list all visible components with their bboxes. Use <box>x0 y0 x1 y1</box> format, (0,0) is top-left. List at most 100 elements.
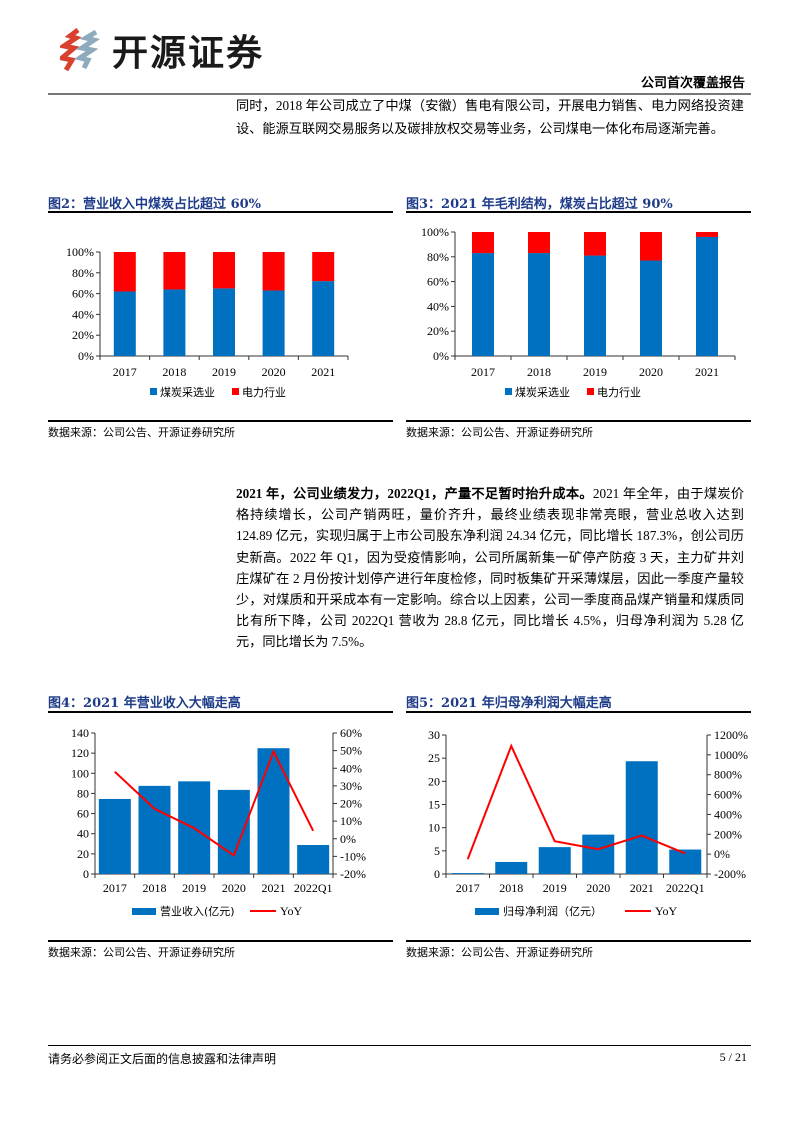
x-tick-label: 2017 <box>456 881 480 895</box>
y-tick-label: 25 <box>428 751 440 765</box>
paragraph-2: 2021 年，公司业绩发力，2022Q1，产量不足暂时抬升成本。2021 年全年… <box>236 483 744 653</box>
figure-4-source-rule <box>48 940 393 942</box>
bar-power <box>163 252 186 290</box>
bar-power <box>113 252 136 292</box>
figure-2-source: 数据来源：公司公告、开源证券研究所 <box>48 426 235 439</box>
y2-tick-label: 40% <box>340 761 362 775</box>
legend-swatch-bar <box>132 908 156 915</box>
y2-tick-label: 20% <box>340 797 362 811</box>
header-divider <box>48 93 751 95</box>
y-tick-label: 80% <box>427 250 449 264</box>
y-tick-label: 60 <box>77 807 89 821</box>
legend-swatch-bar <box>475 908 499 915</box>
figure-2-title: 图2：营业收入中煤炭占比超过 60% <box>48 197 262 212</box>
x-tick-label: 2021 <box>695 365 719 379</box>
yoy-line <box>114 749 315 858</box>
legend-label: 电力行业 <box>242 386 286 399</box>
y-tick-label: 100% <box>421 225 449 239</box>
x-tick-label: 2020 <box>262 365 286 379</box>
figure-2-rule <box>48 211 393 213</box>
y-tick-label: 0 <box>434 867 440 881</box>
y2-tick-label: 400% <box>714 807 742 821</box>
y-tick-label: 20 <box>77 847 89 861</box>
bar-coal <box>472 253 494 356</box>
legend-label: 营业收入(亿元) <box>160 904 235 918</box>
x-tick-label: 2020 <box>639 365 663 379</box>
x-tick-label: 2020 <box>222 881 246 895</box>
x-tick-label: 2021 <box>262 881 286 895</box>
logo-icon <box>60 28 101 72</box>
x-tick-label: 2021 <box>630 881 654 895</box>
y-tick-label: 80% <box>72 266 94 280</box>
y-tick-label: 40% <box>427 299 449 313</box>
x-tick-label: 2017 <box>113 365 137 379</box>
y-tick-label: 140 <box>71 726 89 740</box>
bar <box>297 844 330 874</box>
y-tick-label: 120 <box>71 746 89 760</box>
x-tick-label: 2019 <box>182 881 206 895</box>
bar-power <box>312 252 335 282</box>
bar <box>582 834 615 874</box>
y2-tick-label: 0% <box>340 832 356 846</box>
figure-5-title: 图5：2021 年归母净利润大幅走高 <box>406 696 612 711</box>
y-tick-label: 60% <box>72 287 94 301</box>
x-tick-label: 2018 <box>162 365 186 379</box>
figure-4-source: 数据来源：公司公告、开源证券研究所 <box>48 946 235 959</box>
y2-tick-label: 0% <box>714 847 730 861</box>
y2-tick-label: 200% <box>714 827 742 841</box>
bar <box>538 847 571 874</box>
y2-tick-label: -10% <box>340 849 366 863</box>
bar-power <box>584 232 606 256</box>
y2-tick-label: 1000% <box>714 748 748 762</box>
legend-label: 煤炭采选业 <box>160 386 215 399</box>
figure-3-rule <box>406 211 751 213</box>
page-number: 5 / 21 <box>719 1050 747 1064</box>
y-tick-label: 100% <box>66 245 94 259</box>
y-tick-label: 0% <box>433 349 449 363</box>
figure-3-title: 图3：2021 年毛利结构，煤炭占比超过 90% <box>406 197 673 212</box>
paragraph-2-lead: 2021 年，公司业绩发力，2022Q1，产量不足暂时抬升成本。 <box>236 486 593 501</box>
bar <box>451 873 484 874</box>
y2-tick-label: 30% <box>340 779 362 793</box>
bar-power <box>640 232 662 261</box>
report-type: 公司首次覆盖报告 <box>640 76 745 91</box>
y2-tick-label: 800% <box>714 768 742 782</box>
y2-tick-label: -20% <box>340 867 366 881</box>
y2-tick-label: 50% <box>340 744 362 758</box>
bar-coal <box>640 260 662 356</box>
bar <box>98 798 131 874</box>
legend-label: YoY <box>280 904 302 918</box>
x-tick-label: 2019 <box>212 365 236 379</box>
logo-text: 开源证券 <box>112 33 265 74</box>
y2-tick-label: 600% <box>714 788 742 802</box>
footer-divider <box>48 1045 751 1046</box>
bar <box>495 861 528 874</box>
x-tick-label: 2018 <box>499 881 523 895</box>
legend-swatch <box>505 388 512 395</box>
footer-disclaimer: 请务必参阅正文后面的信息披露和法律声明 <box>48 1052 277 1066</box>
bar-power <box>696 232 718 237</box>
figure-5-source-rule <box>406 940 751 942</box>
y-tick-label: 80 <box>77 786 89 800</box>
bar-coal <box>528 253 550 356</box>
figure-3-source: 数据来源：公司公告、开源证券研究所 <box>406 426 593 439</box>
y-tick-label: 5 <box>434 844 440 858</box>
paragraph-1: 同时，2018 年公司成立了中煤（安徽）售电有限公司，开展电力销售、电力网络投资… <box>236 98 744 136</box>
x-tick-label: 2021 <box>311 365 335 379</box>
y-tick-label: 20% <box>72 328 94 342</box>
x-tick-label: 2022Q1 <box>666 881 705 895</box>
y2-tick-label: 10% <box>340 814 362 828</box>
bar <box>138 785 171 874</box>
bar-coal <box>113 291 136 356</box>
x-tick-label: 2018 <box>143 881 167 895</box>
bar-coal <box>696 236 718 356</box>
yoy-line <box>466 743 686 860</box>
x-tick-label: 2019 <box>583 365 607 379</box>
x-tick-label: 2022Q1 <box>294 881 333 895</box>
legend-swatch <box>232 388 239 395</box>
bar-coal <box>163 289 186 356</box>
legend-label: 归母净利润（亿元） <box>503 904 602 918</box>
y-tick-label: 30 <box>428 728 440 742</box>
x-tick-label: 2018 <box>527 365 551 379</box>
